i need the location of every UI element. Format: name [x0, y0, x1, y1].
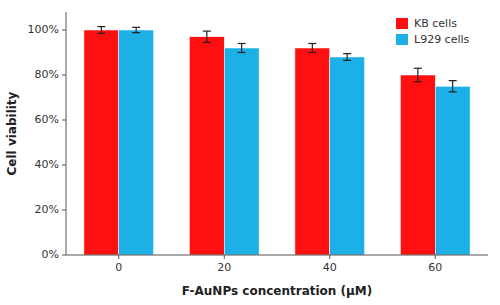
axes: 0% 20% 40% 60% 80% 100%	[28, 23, 66, 261]
error-cap	[132, 27, 140, 28]
error-cap	[203, 31, 211, 32]
error-cap	[449, 80, 457, 81]
bar	[189, 37, 224, 255]
legend: KB cells L929 cells	[392, 13, 484, 51]
error-cap	[414, 68, 422, 69]
error-line	[312, 44, 313, 53]
bar	[84, 30, 119, 255]
bar	[224, 48, 259, 255]
error-cap	[414, 81, 422, 82]
y-tick-label: 20%	[35, 203, 59, 216]
error-bar	[203, 31, 211, 42]
error-bar	[449, 81, 457, 92]
error-bar	[97, 27, 105, 34]
y-tick-label: 80%	[35, 68, 59, 81]
error-line	[136, 27, 137, 32]
bar	[435, 86, 470, 255]
y-tick-label: 100%	[28, 23, 59, 36]
error-line	[347, 54, 348, 61]
x-axis-label: F-AuNPs concentration (μM)	[182, 284, 373, 298]
y-tick	[62, 165, 66, 166]
error-line	[417, 68, 418, 82]
error-cap	[203, 42, 211, 43]
x-tick	[435, 255, 436, 259]
bar	[295, 48, 330, 255]
legend-label: KB cells	[414, 17, 457, 30]
error-cap	[238, 43, 246, 44]
error-line	[101, 27, 102, 34]
error-bar	[343, 54, 351, 61]
error-bar	[308, 44, 316, 53]
chart: 0% 20% 40% 60% 80% 100% 0 20 40 60 F-AuNPs concent…	[0, 0, 500, 305]
y-tick	[62, 30, 66, 31]
error-cap	[449, 91, 457, 92]
y-tick	[62, 75, 66, 76]
y-axis-line	[66, 12, 67, 255]
x-tick-label: 20	[217, 261, 231, 274]
legend-box	[392, 13, 484, 51]
error-cap	[132, 32, 140, 33]
legend-label: L929 cells	[414, 33, 470, 46]
plot-area	[84, 27, 470, 255]
error-cap	[343, 60, 351, 61]
x-tick-label: 0	[115, 261, 122, 274]
series	[84, 27, 435, 255]
y-tick-label: 40%	[35, 158, 59, 171]
bar	[330, 57, 365, 255]
series	[119, 27, 470, 255]
y-tick	[62, 120, 66, 121]
error-cap	[238, 52, 246, 53]
y-axis-label: Cell viability	[5, 91, 19, 175]
error-cap	[97, 33, 105, 34]
error-cap	[308, 52, 316, 53]
error-line	[241, 44, 242, 53]
error-bar	[238, 44, 246, 53]
x-axis-line	[66, 255, 488, 256]
error-bar	[414, 68, 422, 82]
x-tick	[329, 255, 330, 259]
x-tick	[224, 255, 225, 259]
chart-container: 0% 20% 40% 60% 80% 100% 0 20 40 60 F-AuNPs concent…	[0, 0, 500, 305]
y-tick-label: 60%	[35, 113, 59, 126]
error-line	[452, 81, 453, 92]
y-tick	[62, 255, 66, 256]
y-tick	[62, 210, 66, 211]
bar	[400, 75, 435, 255]
error-cap	[343, 53, 351, 54]
legend-swatch	[396, 18, 408, 29]
legend-swatch	[396, 34, 408, 45]
bar	[119, 30, 154, 255]
x-tick-label: 60	[428, 261, 442, 274]
x-tick-label: 40	[323, 261, 337, 274]
y-tick-label: 0%	[42, 248, 59, 261]
error-bar	[132, 27, 140, 32]
error-cap	[97, 26, 105, 27]
error-cap	[308, 43, 316, 44]
x-tick	[118, 255, 119, 259]
error-line	[206, 31, 207, 42]
